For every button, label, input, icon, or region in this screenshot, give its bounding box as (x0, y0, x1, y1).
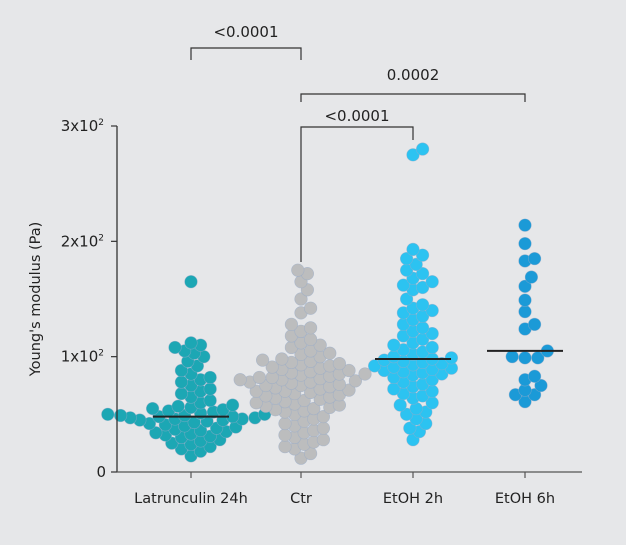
data-point (524, 270, 539, 284)
data-point (393, 398, 407, 412)
p-value-label: <0.0001 (324, 107, 389, 125)
x-tick-label: EtOH 6h (495, 491, 555, 507)
y-axis-label: Young's modulus (Pa) (28, 222, 44, 378)
data-point (233, 373, 247, 387)
data-point (278, 440, 292, 454)
x-tick-label: EtOH 2h (383, 491, 443, 507)
data-point (416, 142, 430, 156)
data-point (316, 421, 331, 435)
data-point (168, 340, 182, 355)
data-point (342, 363, 356, 378)
data-point (518, 218, 532, 232)
data-point (203, 370, 217, 385)
data-point (368, 359, 382, 373)
data-point (278, 428, 292, 442)
data-point (316, 410, 331, 424)
data-point (403, 421, 417, 435)
data-point (425, 303, 439, 318)
data-point (518, 305, 532, 319)
p-value-label: <0.0001 (213, 23, 278, 41)
significance-bracket (300, 93, 526, 102)
significance-bracket (190, 47, 302, 60)
data-point (184, 336, 198, 350)
y-tick-label: 2x102 (61, 232, 104, 250)
data-point (146, 401, 160, 416)
x-tick-label: Ctr (290, 491, 312, 507)
data-point (149, 426, 163, 440)
median-lines (153, 349, 563, 418)
data-point (406, 148, 420, 162)
y-ticks: 0 1x102 2x102 3x102 (61, 117, 117, 481)
data-point (387, 338, 401, 352)
data-point (416, 298, 430, 312)
data-point (444, 351, 459, 365)
data-point (278, 416, 292, 431)
data-point (304, 301, 318, 315)
data-point (174, 363, 188, 378)
data-point (348, 374, 363, 388)
data-point (323, 346, 337, 360)
data-point (358, 367, 372, 381)
data-point (406, 242, 420, 257)
data-point (171, 399, 185, 413)
data-point (307, 401, 321, 416)
data-point (226, 398, 240, 412)
data-point (400, 252, 414, 266)
data-point (527, 317, 542, 331)
data-point (425, 327, 439, 341)
data-point (416, 267, 430, 281)
data-point (425, 275, 439, 289)
data-point (294, 292, 308, 306)
data-point (400, 407, 414, 421)
data-point (275, 352, 289, 366)
x-ticks: Latrunculin 24h Ctr EtOH 2h EtOH 6h (134, 472, 555, 507)
data-point (416, 248, 430, 262)
data-point (291, 263, 305, 277)
p-value-label: 0.0002 (387, 66, 440, 84)
data-point (249, 384, 263, 398)
data-point (527, 252, 542, 266)
significance-bracket (300, 126, 414, 262)
data-point (203, 382, 217, 396)
data-point (527, 369, 542, 383)
data-point (184, 275, 198, 289)
data-point (113, 408, 128, 423)
data-point (342, 383, 356, 397)
data-point (518, 293, 532, 307)
data-point (304, 321, 318, 335)
x-tick-label: Latrunculin 24h (134, 491, 248, 507)
y-tick-label: 1x102 (61, 348, 104, 366)
data-point (409, 257, 423, 272)
data-point (518, 237, 532, 251)
data-point (400, 292, 414, 306)
data-point (416, 280, 430, 295)
data-points (101, 142, 555, 465)
data-point (396, 278, 411, 292)
data-point (534, 378, 548, 393)
data-point (252, 370, 266, 385)
data-point (256, 353, 270, 367)
data-point (101, 407, 115, 421)
data-point (265, 360, 279, 374)
data-point (284, 317, 299, 331)
data-point (518, 279, 532, 293)
y-tick-label: 0 (96, 463, 106, 481)
data-point (518, 351, 532, 365)
data-point (313, 338, 327, 352)
data-point (203, 393, 217, 408)
data-point (425, 340, 439, 355)
significance-brackets: <0.0001 0.0002 <0.0001 (190, 23, 526, 262)
data-point (316, 433, 331, 447)
data-point (332, 356, 347, 371)
y-tick-label: 3x102 (61, 117, 104, 135)
data-point (505, 350, 519, 364)
